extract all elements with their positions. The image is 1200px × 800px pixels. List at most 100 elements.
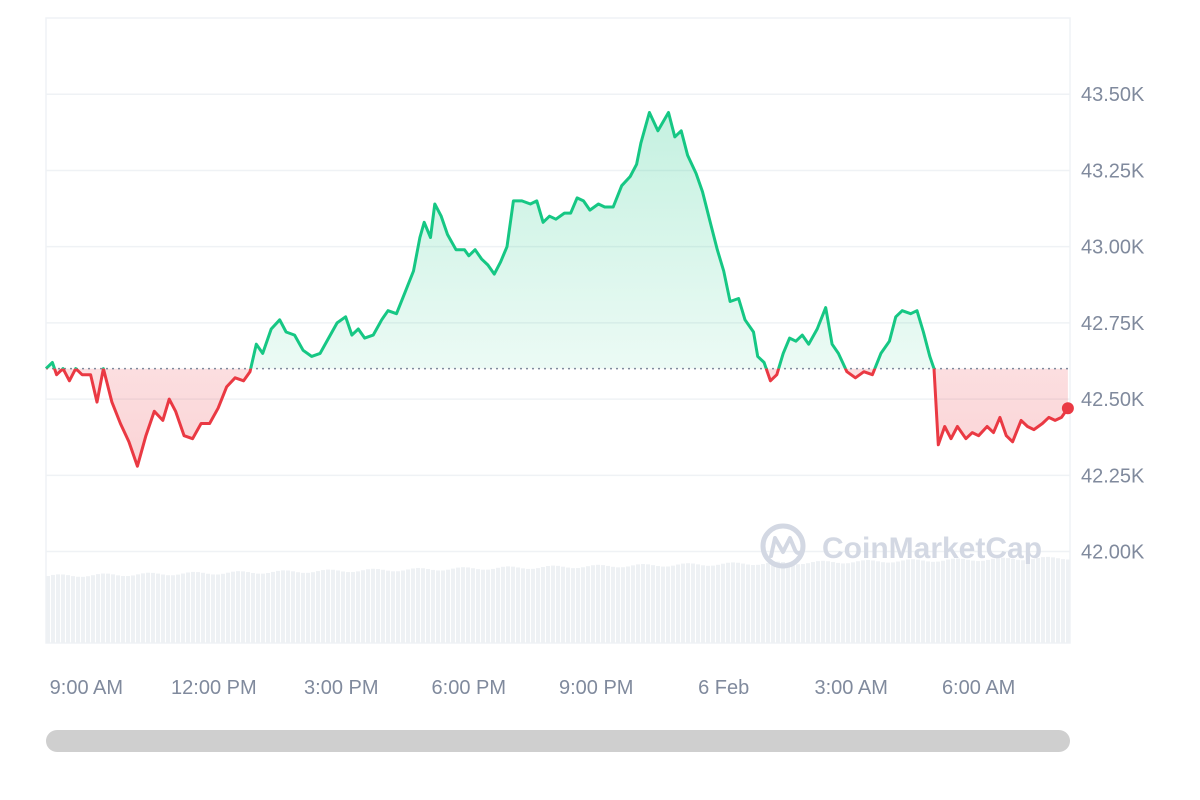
volume-bar: [1026, 559, 1030, 643]
volume-bar: [1031, 559, 1035, 643]
volume-bar: [771, 561, 775, 643]
y-tick-label: 42.75K: [1081, 313, 1145, 335]
volume-bar: [981, 560, 985, 643]
volume-bar: [671, 565, 675, 643]
volume-bar: [921, 560, 925, 643]
volume-bar: [656, 566, 660, 643]
volume-bar: [266, 572, 270, 643]
volume-bar: [91, 575, 95, 643]
volume-bar: [961, 558, 965, 643]
volume-bar: [1056, 558, 1060, 643]
volume-bar: [766, 562, 770, 643]
volume-bar: [271, 571, 275, 643]
volume-bar: [76, 576, 80, 643]
volume-bar: [496, 567, 500, 643]
volume-bar: [116, 575, 120, 643]
volume-bar: [586, 566, 590, 643]
volume-bar: [821, 560, 825, 643]
volume-bar: [491, 568, 495, 643]
volume-bar: [646, 564, 650, 643]
volume-bar: [316, 571, 320, 643]
volume-bar: [441, 570, 445, 643]
volume-bar: [1006, 558, 1010, 643]
volume-bar: [731, 562, 735, 643]
volume-bar: [531, 568, 535, 643]
volume-bar: [931, 561, 935, 643]
volume-bar: [551, 565, 555, 643]
volume-bar: [136, 574, 140, 643]
volume-bar: [451, 568, 455, 643]
x-axis-labels: 9:00 AM 12:00 PM 3:00 PM 6:00 PM 9:00 PM 6 Fe…: [50, 677, 1016, 699]
volume-bar: [146, 572, 150, 643]
y-axis-labels: 42.00K 42.25K 42.50K 42.75K 43.00K 43.25K 43.5…: [1081, 84, 1145, 563]
volume-bar: [1066, 559, 1070, 643]
volume-bar: [561, 566, 565, 643]
volume-bar: [486, 569, 490, 643]
volume-bar: [111, 574, 115, 643]
volume-bar: [371, 568, 375, 643]
y-tick-label: 43.50K: [1081, 84, 1145, 106]
volume-bar: [951, 558, 955, 643]
volume-bar: [141, 573, 145, 643]
volume-bar: [376, 568, 380, 643]
volume-bar: [106, 573, 110, 643]
volume-bar: [801, 564, 805, 643]
volume-bar: [606, 565, 610, 643]
volume-bar: [536, 568, 540, 643]
area-fill-below-reference: [54, 368, 1068, 467]
y-tick-label: 43.00K: [1081, 237, 1145, 259]
volume-bar: [366, 569, 370, 643]
volume-bar: [471, 568, 475, 643]
volume-bar: [756, 564, 760, 643]
volume-bar: [696, 564, 700, 643]
volume-bar: [201, 572, 205, 643]
volume-bar: [461, 567, 465, 643]
volume-bar: [421, 568, 425, 643]
volume-bar: [456, 567, 460, 643]
volume-bar: [686, 563, 690, 643]
volume-bar: [56, 574, 60, 643]
volume-bar: [1001, 557, 1005, 643]
volume-bar: [391, 571, 395, 643]
volume-bar: [161, 574, 165, 643]
time-range-scrollbar[interactable]: [46, 730, 1070, 752]
volume-bar: [591, 565, 595, 643]
volume-bars: [46, 556, 1070, 643]
volume-bar: [811, 562, 815, 643]
volume-bar: [991, 558, 995, 643]
volume-bar: [236, 571, 240, 643]
volume-bar: [436, 570, 440, 643]
volume-bar: [941, 560, 945, 643]
volume-bar: [681, 563, 685, 643]
volume-bar: [736, 562, 740, 643]
volume-bar: [501, 566, 505, 643]
volume-bar: [171, 575, 175, 643]
volume-bar: [311, 572, 315, 643]
volume-bar: [46, 576, 50, 643]
volume-bar: [806, 563, 810, 643]
volume-bar: [231, 571, 235, 643]
y-tick-label: 43.25K: [1081, 160, 1145, 182]
volume-bar: [506, 566, 510, 643]
volume-bar: [1041, 557, 1045, 643]
volume-bar: [546, 566, 550, 643]
volume-bar: [866, 560, 870, 643]
x-tick-label: 6:00 PM: [432, 677, 506, 699]
volume-bar: [431, 569, 435, 643]
volume-bar: [596, 564, 600, 643]
volume-bar: [761, 564, 765, 643]
volume-bar: [71, 576, 75, 643]
volume-bar: [341, 571, 345, 643]
x-tick-label: 6:00 AM: [942, 677, 1015, 699]
volume-bar: [241, 571, 245, 643]
volume-bar: [306, 572, 310, 643]
volume-bar: [291, 571, 295, 643]
volume-bar: [786, 562, 790, 643]
volume-bar: [416, 567, 420, 643]
volume-bar: [746, 564, 750, 643]
volume-bar: [856, 561, 860, 643]
volume-bar: [836, 562, 840, 643]
volume-bar: [246, 572, 250, 643]
volume-bar: [626, 566, 630, 643]
